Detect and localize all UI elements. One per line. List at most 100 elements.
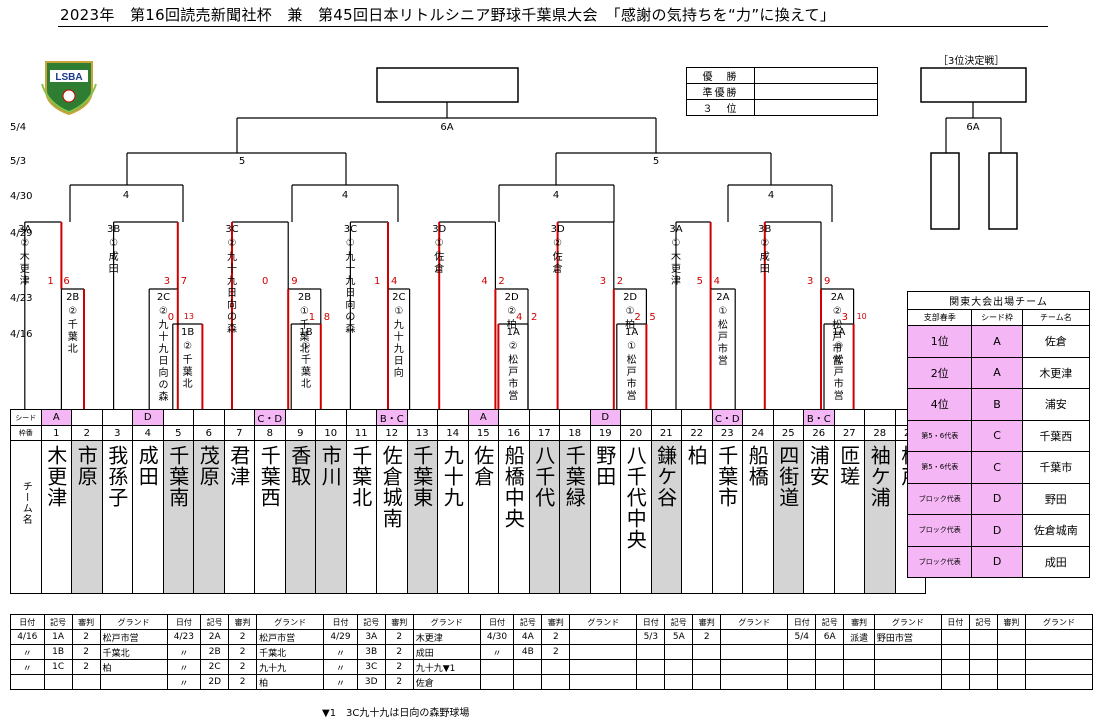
slot-number: 19 <box>589 425 621 441</box>
seed-cell <box>162 409 194 426</box>
schedule-cell: 2 <box>228 674 258 690</box>
kanto-rank: ブロック代表 <box>906 545 973 578</box>
team-row: チーム名 木更津 市原 我孫子 成田 千葉南 茂原 君津 千葉西 香取 市川 千葉北 佐倉城南 千葉東 九十… <box>10 440 926 594</box>
seed-cell: A <box>40 409 72 426</box>
kanto-row: 第5・6代表 C 千葉市 <box>906 451 1091 484</box>
schedule-cell: 1A <box>43 629 73 645</box>
seed-cell <box>498 409 530 426</box>
third-place-slot-right <box>988 152 1018 230</box>
score-label: 3 <box>163 276 171 287</box>
schedule-cell <box>996 644 1027 660</box>
schedule-header-cell: グランド <box>569 614 638 630</box>
slot-number: 15 <box>467 425 499 441</box>
team-name: 市川 <box>318 445 343 487</box>
seed-cell <box>437 409 469 426</box>
schedule-table: 日付 記号 審判 グランド 日付 記号 審判 グランド 日付 記号 審判 グランド 日付 記号 審判 グランド… <box>10 614 1093 690</box>
r2-code: 2B <box>66 292 80 303</box>
r3-site: 木更津 <box>19 252 30 287</box>
r3-seq: ① <box>434 238 444 249</box>
schedule-cell <box>787 674 817 690</box>
team-name: 成田 <box>135 445 160 487</box>
schedule-cell <box>940 674 970 690</box>
score-label: 8 <box>323 312 331 323</box>
team-cell: 我孫子 <box>101 440 133 594</box>
schedule-cell: 2 <box>71 644 101 660</box>
team-name: 千葉北 <box>348 445 373 508</box>
team-cell: 千葉北 <box>345 440 377 594</box>
r3-seq: ① <box>345 238 355 249</box>
schedule-header-cell: 日付 <box>10 614 45 630</box>
kanto-team: 千葉西 <box>1021 419 1091 452</box>
schedule-cell <box>569 659 638 675</box>
r2-code: 2D <box>504 292 519 303</box>
team-name: 千葉緑 <box>562 445 587 508</box>
slot-number-header: 枠番 <box>10 425 42 441</box>
schedule-cell: 3C <box>356 659 386 675</box>
schedule-cell: 2C <box>200 659 230 675</box>
team-cell: 市原 <box>71 440 103 594</box>
r1-seq: ② <box>508 341 518 352</box>
schedule-cell: 2 <box>228 644 258 660</box>
team-name: 木更津 <box>43 445 68 508</box>
slot-number: 12 <box>376 425 408 441</box>
schedule-cell: 5A <box>664 629 694 645</box>
kanto-rank: 第5・6代表 <box>906 419 973 452</box>
schedule-cell: 2 <box>384 674 414 690</box>
team-cell: 鎌ケ谷 <box>650 440 682 594</box>
seed-cell <box>284 409 316 426</box>
score-label: 9 <box>291 276 298 287</box>
schedule-header-cell: 日付 <box>479 614 515 630</box>
date-label: 5/3 <box>10 156 27 167</box>
schedule-cell: 木更津 <box>412 629 481 645</box>
slot-number: 4 <box>132 425 164 441</box>
schedule-cell: 〃 <box>323 659 358 675</box>
team-name: 船橋 <box>745 445 770 487</box>
schedule-cell <box>787 644 817 660</box>
schedule-cell: 4/23 <box>166 629 202 645</box>
r1-site: 千葉北 <box>301 355 311 390</box>
r2-site: 九十九日向 <box>393 320 404 379</box>
team-cell: 木更津 <box>40 440 72 594</box>
seed-cell <box>315 409 347 426</box>
kanto-rank: 2位 <box>906 356 973 389</box>
score-label: 10 <box>856 312 867 321</box>
r3-code: 3B <box>758 224 772 235</box>
schedule-cell: 佐倉 <box>412 674 481 690</box>
score-label: 4 <box>391 276 398 287</box>
r2-code: 2A <box>716 292 730 303</box>
team-cell: 野田 <box>589 440 621 594</box>
team-cell: 茂原 <box>193 440 225 594</box>
score-label: 2 <box>616 276 624 287</box>
kanto-row: 2位 A 木更津 <box>906 356 1091 389</box>
team-header-label: チーム名 <box>20 481 32 525</box>
r2-seq: ② <box>507 306 517 317</box>
schedule-cell <box>996 659 1027 675</box>
seed-cell <box>406 409 438 426</box>
r3-seq: ② <box>760 238 770 249</box>
kanto-seed: D <box>971 514 1023 547</box>
schedule-cell: 1B <box>43 644 73 660</box>
team-name: 千葉東 <box>409 445 434 508</box>
schedule-cell: 4B <box>513 644 543 660</box>
schedule-header-cell: グランド <box>1025 614 1093 630</box>
score-label: 2 <box>498 276 505 287</box>
schedule-cell: 2B <box>200 644 230 660</box>
team-name: 四街道 <box>775 445 800 508</box>
slot-number: 5 <box>162 425 194 441</box>
score-label: 0 <box>262 276 269 287</box>
schedule-cell: 6A <box>815 629 845 645</box>
r2-site: 柏 <box>506 320 517 331</box>
schedule-header-cell: グランド <box>412 614 481 630</box>
schedule-cell: 千葉北 <box>99 644 168 660</box>
kanto-rank: ブロック代表 <box>906 514 973 547</box>
seed-cell <box>193 409 225 426</box>
r2-site: 九十九日向の森 <box>158 320 169 403</box>
kanto-row: ブロック代表 D 野田 <box>906 482 1091 515</box>
kanto-team: 千葉市 <box>1021 451 1091 484</box>
team-cell: 千葉西 <box>254 440 286 594</box>
team-name: 船橋中央 <box>501 445 526 529</box>
schedule-cell: 2 <box>384 644 414 660</box>
schedule-cell <box>479 674 515 690</box>
schedule-cell <box>71 674 101 690</box>
result-row-winner: 優 勝 <box>686 67 878 84</box>
